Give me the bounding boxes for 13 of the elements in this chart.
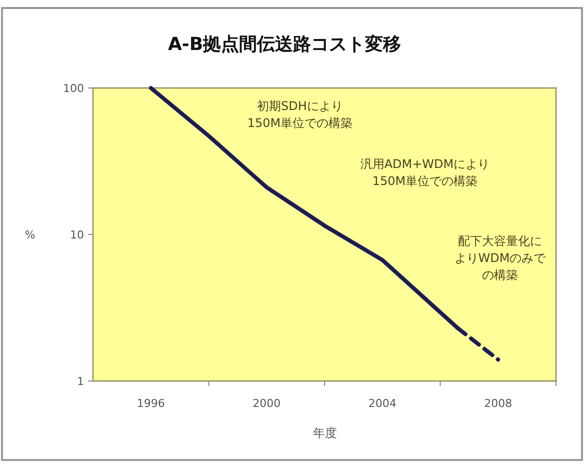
annotation: 汎用ADM+WDMにより150M単位での構築: [360, 157, 490, 188]
y-tick-label: 1: [77, 375, 84, 388]
y-tick-label: 100: [63, 82, 84, 95]
x-tick-label: 2004: [368, 397, 396, 410]
annotation: 配下大容量化によりWDMのみでの構築: [454, 234, 547, 282]
chart-title: A-B拠点間伝送路コスト変移: [168, 34, 402, 55]
x-tick-label: 1996: [136, 397, 165, 410]
annotation: 初期SDHにより150M単位での構築: [247, 99, 353, 130]
x-tick-label: 2008: [484, 397, 512, 410]
x-axis-title: 年度: [313, 426, 337, 440]
y-axis-title: %: [24, 228, 36, 242]
y-tick-label: 10: [70, 228, 84, 242]
x-tick-label: 2000: [252, 397, 281, 410]
